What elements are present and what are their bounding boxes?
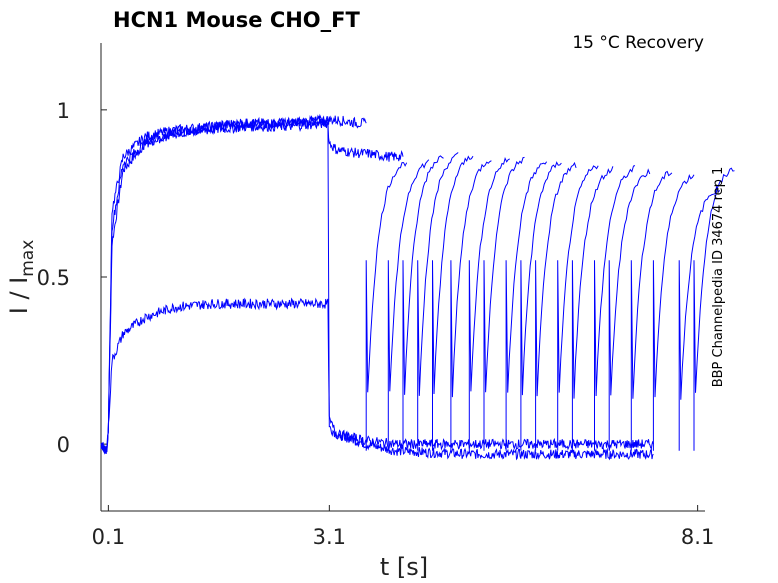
side-label: BBP Channelpedia ID 34674 rep 1 xyxy=(711,167,726,388)
x-ticks: 0.1 3.1 8.1 xyxy=(92,505,714,549)
trace-3 xyxy=(100,297,654,455)
recovery-step-5 xyxy=(450,160,492,451)
y-axis-label: I / Imax xyxy=(5,240,38,315)
recovery-step-3 xyxy=(417,152,459,451)
svg-text:I / Imax: I / Imax xyxy=(5,240,38,315)
recovery-step-10 xyxy=(535,161,577,451)
recovery-step-17 xyxy=(678,186,721,451)
recovery-step-12 xyxy=(571,166,614,451)
x-axis-label: t [s] xyxy=(380,553,428,581)
recovery-step-8 xyxy=(505,161,548,451)
recovery-step-1 xyxy=(387,159,430,451)
chart-title: HCN1 Mouse CHO_FT xyxy=(113,8,360,32)
recovery-step-11 xyxy=(557,165,599,451)
recovery-step-14 xyxy=(608,168,651,451)
x-tick-label-2: 8.1 xyxy=(681,525,714,549)
recovery-step-15 xyxy=(630,170,673,451)
recovery-step-6 xyxy=(468,156,511,451)
trace-0 xyxy=(100,113,654,461)
x-tick-label-1: 3.1 xyxy=(313,525,346,549)
condition-label: 15 °C Recovery xyxy=(572,33,704,53)
recovery-step-7 xyxy=(483,156,525,451)
y-axis-label-main: I / I xyxy=(5,277,33,315)
y-ticks: 00.51 xyxy=(37,99,107,457)
x-tick-label-0: 0.1 xyxy=(92,525,125,549)
trace-2 xyxy=(100,118,404,454)
y-tick-label-2: 1 xyxy=(57,99,70,123)
recovery-step-2 xyxy=(402,155,444,451)
recovery-step-0 xyxy=(365,162,408,451)
trace-1 xyxy=(100,114,367,453)
y-axis-label-sub: max xyxy=(18,240,38,277)
recovery-step-16 xyxy=(652,174,695,451)
plot-area xyxy=(100,113,735,461)
y-tick-label-1: 0.5 xyxy=(37,266,70,290)
y-tick-label-0: 0 xyxy=(57,433,70,457)
recovery-step-4 xyxy=(432,155,474,451)
recovery-step-13 xyxy=(594,165,636,451)
recovery-step-9 xyxy=(520,161,562,451)
recovery-step-18 xyxy=(693,167,735,451)
